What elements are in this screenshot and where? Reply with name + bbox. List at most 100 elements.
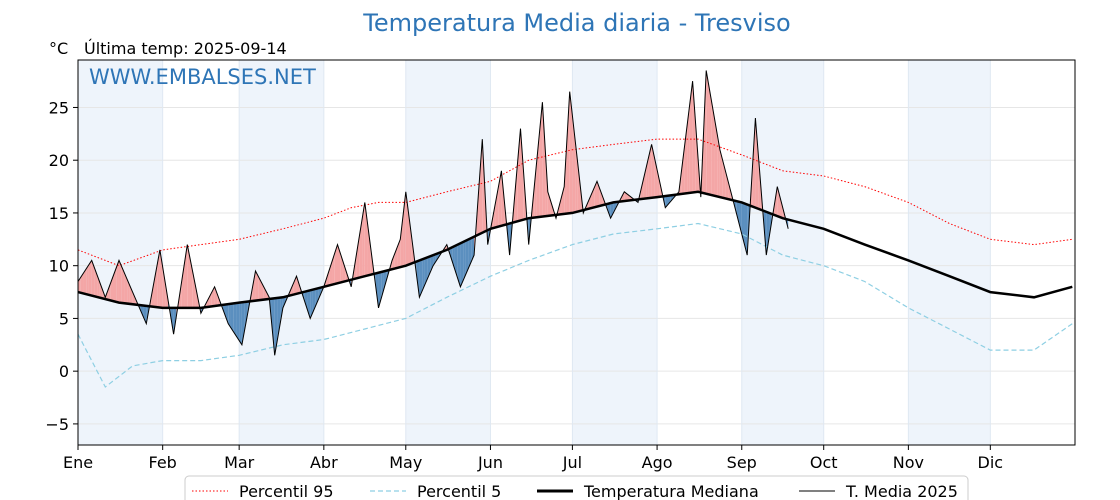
fill-above-median <box>116 260 119 303</box>
x-tick-label: Feb <box>149 453 177 472</box>
fill-above-median <box>687 103 690 194</box>
fill-above-median <box>83 268 87 295</box>
fill-below-median <box>277 297 281 340</box>
fill-above-median <box>400 215 404 268</box>
y-tick-label: 5 <box>59 309 69 328</box>
fill-below-median <box>424 257 428 285</box>
fill-below-median <box>236 302 240 341</box>
fill-below-median <box>140 305 144 318</box>
fill-above-median <box>113 267 117 302</box>
fill-below-median <box>744 203 748 256</box>
legend-box <box>184 475 969 500</box>
fill-below-median <box>422 258 425 291</box>
fill-above-median <box>408 212 412 265</box>
fill-above-median <box>779 197 783 219</box>
legend-label-p5: Percentil 5 <box>417 482 501 500</box>
fill-above-median <box>493 200 496 229</box>
y-tick-label: 15 <box>49 204 69 223</box>
month-band <box>908 60 991 445</box>
fill-above-median <box>561 186 565 215</box>
fill-above-median <box>121 266 125 304</box>
x-tick-label: Jul <box>562 453 582 472</box>
fill-below-median <box>228 303 231 328</box>
fill-above-median <box>127 279 130 304</box>
fill-above-median <box>681 147 685 194</box>
fill-above-median <box>255 270 259 301</box>
fill-above-median <box>728 181 731 200</box>
fill-above-median <box>599 188 603 206</box>
fill-above-median <box>624 191 628 202</box>
fill-below-median <box>383 270 387 289</box>
fill-above-median <box>725 170 729 200</box>
fill-above-median <box>214 286 218 306</box>
fill-above-median <box>329 261 333 286</box>
series-line-median <box>77 190 1073 310</box>
fill-above-median <box>547 191 551 216</box>
fill-below-median <box>736 201 740 224</box>
fill-above-median <box>263 286 267 300</box>
fill-below-median <box>271 298 275 356</box>
fill-above-median <box>482 139 485 233</box>
fill-above-median <box>692 81 696 193</box>
fill-above-median <box>588 193 592 209</box>
y-unit-label: °C <box>49 39 68 58</box>
fill-above-median <box>501 170 505 226</box>
plot-frame <box>77 59 1076 446</box>
fill-above-median <box>362 202 365 277</box>
fill-above-median <box>334 244 338 284</box>
fill-above-median <box>703 70 707 194</box>
fill-above-median <box>293 276 297 295</box>
fill-below-median <box>315 288 319 306</box>
fill-above-median <box>708 86 712 196</box>
fill-above-median <box>572 115 576 213</box>
x-tick-label: Oct <box>810 453 838 472</box>
fill-below-median <box>282 296 286 308</box>
fill-above-median <box>648 144 652 199</box>
fill-above-median <box>151 279 155 307</box>
fill-above-median <box>94 267 98 297</box>
fill-below-median <box>416 260 420 298</box>
month-band <box>78 60 163 445</box>
fill-below-median <box>610 202 614 219</box>
fill-below-median <box>454 244 458 279</box>
fill-above-median <box>689 81 693 193</box>
x-tick-label: Mar <box>224 453 255 472</box>
legend-label-current: T. Media 2025 <box>845 482 958 500</box>
fill-below-median <box>225 304 229 324</box>
fill-below-median <box>378 272 382 308</box>
fill-above-median <box>714 118 718 197</box>
fill-below-median <box>430 255 434 273</box>
fill-above-median <box>337 244 341 284</box>
fill-above-median <box>88 260 92 296</box>
fill-above-median <box>517 128 521 222</box>
x-tick-label: Nov <box>893 453 924 472</box>
fill-above-median <box>717 133 720 198</box>
fill-below-median <box>230 303 234 333</box>
fill-above-median <box>86 264 89 295</box>
fill-above-median <box>777 186 780 218</box>
fill-above-median <box>643 167 647 199</box>
fill-above-median <box>132 292 136 305</box>
fill-above-median <box>206 297 210 308</box>
fill-above-median <box>367 223 371 276</box>
fill-above-median <box>566 91 570 214</box>
y-tick-label: 20 <box>49 151 69 170</box>
fill-above-median <box>575 140 578 213</box>
fill-below-median <box>244 301 248 331</box>
x-axis: Ene Feb Mar Abr May Jun Jul Ago Sep Oct Nov Dic <box>63 445 1003 472</box>
fill-below-median <box>433 254 436 266</box>
month-band <box>405 60 491 445</box>
fill-below-median <box>471 236 475 262</box>
chart-title: Temperatura Media diaria - Tresviso <box>362 9 790 37</box>
x-tick-label: Abr <box>310 453 338 472</box>
series-lines <box>77 70 1073 388</box>
fill-below-median <box>318 287 322 300</box>
fill-above-median <box>695 119 699 193</box>
y-tick-label: 0 <box>59 362 69 381</box>
y-axis: −5 0 5 10 15 20 25 <box>45 98 78 434</box>
fill-above-median <box>495 185 499 228</box>
fill-above-median <box>91 260 95 297</box>
fill-above-median <box>719 149 723 198</box>
fill-above-median <box>621 191 625 202</box>
fill-below-median <box>241 301 245 345</box>
